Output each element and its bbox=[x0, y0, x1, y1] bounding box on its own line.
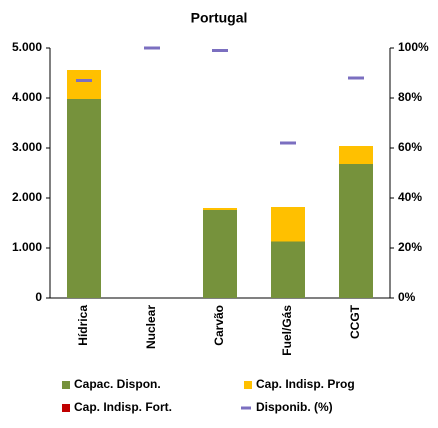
legend-label: Capac. Dispon. bbox=[74, 377, 161, 391]
percent-marker bbox=[212, 49, 228, 52]
x-tick-label: Carvão bbox=[212, 305, 226, 346]
y-tick-label: 1.000 bbox=[12, 240, 42, 254]
x-tick-label: Hídrica bbox=[76, 305, 90, 346]
bar-segment bbox=[67, 99, 101, 298]
percent-marker bbox=[348, 76, 364, 80]
chart-title: Portugal bbox=[191, 10, 248, 26]
y-tick-label: 5.000 bbox=[12, 40, 42, 54]
percent-marker bbox=[280, 141, 296, 145]
y-tick-label: 4.000 bbox=[12, 90, 42, 104]
bar-segment bbox=[271, 241, 305, 298]
bar-segment bbox=[339, 146, 373, 164]
y-tick-label: 3.000 bbox=[12, 140, 42, 154]
legend-marker bbox=[241, 406, 251, 410]
legend-label: Disponib. (%) bbox=[256, 400, 333, 414]
bar-segment bbox=[271, 207, 305, 242]
x-tick-label: Fuel/Gás bbox=[280, 305, 294, 356]
legend-label: Cap. Indisp. Prog bbox=[256, 377, 355, 391]
bar-segment bbox=[67, 70, 101, 99]
legend-swatch bbox=[62, 404, 70, 412]
y2-tick-label: 60% bbox=[398, 140, 422, 154]
percent-marker bbox=[76, 79, 92, 82]
percent-marker bbox=[144, 46, 160, 50]
bar-segment bbox=[203, 208, 237, 210]
bar-segment bbox=[203, 210, 237, 298]
y2-tick-label: 0% bbox=[398, 290, 416, 304]
x-tick-label: Nuclear bbox=[144, 305, 158, 349]
y2-tick-label: 100% bbox=[398, 40, 429, 54]
y2-tick-label: 20% bbox=[398, 240, 422, 254]
y-tick-label: 0 bbox=[35, 290, 42, 304]
legend-swatch bbox=[244, 381, 252, 389]
legend-label: Cap. Indisp. Fort. bbox=[74, 400, 172, 414]
legend-swatch bbox=[62, 381, 70, 389]
y2-tick-label: 40% bbox=[398, 190, 422, 204]
bar-segment bbox=[339, 164, 373, 298]
y2-tick-label: 80% bbox=[398, 90, 422, 104]
y-tick-label: 2.000 bbox=[12, 190, 42, 204]
x-tick-label: CCGT bbox=[348, 304, 362, 339]
